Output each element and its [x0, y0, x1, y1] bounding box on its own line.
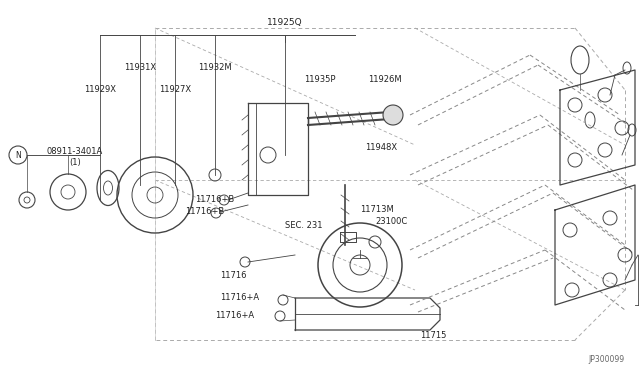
Text: 08911-3401A: 08911-3401A: [47, 148, 103, 157]
Text: 11716: 11716: [220, 270, 246, 279]
Text: 11716+B: 11716+B: [195, 196, 234, 205]
Text: 11715: 11715: [420, 330, 446, 340]
Text: 11948X: 11948X: [365, 144, 397, 153]
Text: 11716+A: 11716+A: [215, 311, 254, 320]
Circle shape: [383, 105, 403, 125]
Text: 11929X: 11929X: [84, 86, 116, 94]
Text: 11935P: 11935P: [304, 76, 336, 84]
Text: 11716+A: 11716+A: [220, 294, 259, 302]
Text: SEC. 231: SEC. 231: [285, 221, 323, 230]
Text: 23100C: 23100C: [375, 218, 407, 227]
Text: 11713M: 11713M: [360, 205, 394, 215]
Text: 11931X: 11931X: [124, 64, 156, 73]
Text: (1): (1): [69, 158, 81, 167]
Text: 11927X: 11927X: [159, 86, 191, 94]
Text: N: N: [15, 151, 21, 160]
Text: 11716+B: 11716+B: [185, 208, 224, 217]
Text: JP300099: JP300099: [589, 356, 625, 365]
Text: 11932M: 11932M: [198, 64, 232, 73]
Text: 11925Q: 11925Q: [267, 17, 303, 26]
Text: 11926M: 11926M: [368, 76, 402, 84]
